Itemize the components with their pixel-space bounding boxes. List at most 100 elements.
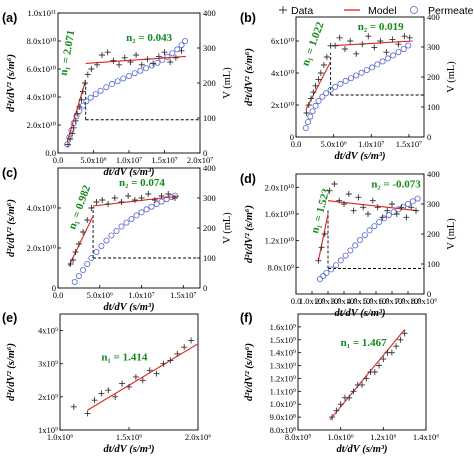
volume-point [332,262,339,269]
y-tick-label: 1.3x10⁹ [270,361,296,371]
model-line [330,40,413,47]
panel-label: (c) [2,166,17,180]
data-point [84,217,91,223]
data-point [112,393,119,400]
data-point [67,136,74,142]
data-point [341,46,348,52]
volume-point [371,223,378,230]
volume-point [123,219,130,226]
panels: (a) 0.0 5.0x10⁶ 1.0x10⁷ 1.5x10⁷ 2.0x10⁷ 0.0 2.0… [2,8,457,455]
volume-point [379,58,386,65]
data-point [105,387,112,394]
model-line [317,213,329,261]
volume-point [395,49,402,56]
data-point [151,197,158,203]
plot-frame [297,313,427,431]
data-point [312,82,319,89]
data-point [116,61,123,68]
volume-point [131,70,138,77]
x-tick-label: 1.0x10⁷ [116,155,142,165]
y-tick-label: 2x10¹⁰ [271,100,295,110]
data-point [69,130,76,137]
data-point [78,96,85,103]
y-tick-label: 1.0x10⁹ [270,399,296,409]
panel-c: (c) 0.0 5.0x10⁶ 1.0x10⁷ 1.5x10⁷ 0 2.0x10¹⁰ 4.0x… [2,163,233,313]
data-point [331,181,338,187]
y-axis-label: d²t/dV² (s/m⁶) [6,199,17,257]
x-tick-label: 5.0x10⁶ [320,139,346,149]
volume-point [182,38,189,45]
exponent-annotation: n₁ = 1.523 [309,187,333,235]
volume-point [400,46,407,53]
data-point [145,191,152,197]
x-tick-label: 1.4x10⁶ [413,432,439,442]
x-tick-label: 1.5x10⁷ [170,290,196,300]
data-point [104,49,111,56]
y-tick-label: 1.2x10¹⁰ [265,236,295,246]
volume-point [133,212,140,219]
volume-point [143,65,150,72]
y-tick-label: 4x10⁹ [38,326,58,336]
x-tick-label: 0.0 [53,155,64,165]
y2-tick-label: 300 [203,193,216,203]
y2-tick-label: 200 [427,72,440,82]
data-point [178,47,185,54]
volume-point [305,119,312,126]
x-tick-label: 0.0 [291,296,302,306]
data-point [88,66,95,72]
y-tick-label: 1.1x10⁹ [270,386,296,396]
y-tick-label: 4.0x10¹⁰ [27,92,57,102]
volume-point [75,272,82,279]
y-tick-label: 8.0x10⁹ [268,262,294,272]
data-point [72,249,79,255]
data-point [333,407,340,414]
x-tick-label: 1.0x10⁷ [128,290,154,300]
data-point [139,377,146,384]
volume-point [302,125,309,132]
x-tick-label: 1.2x10⁶ [370,432,396,442]
data-point [121,54,128,61]
data-point [76,103,83,110]
legend: Data Model Permeate volume (V) [279,5,474,17]
volume-point [327,86,334,93]
data-point [74,110,81,117]
data-point [67,261,74,267]
data-point [167,357,174,364]
y-tick-label: 1.4x10⁹ [270,348,296,358]
volume-point [79,102,86,109]
y-tick-label: 6.0x10¹⁰ [27,64,57,74]
data-point [359,41,366,48]
exponent-annotation: n₂ = 0.043 [126,32,172,44]
panel-label: (a) [2,11,17,25]
volume-point [92,91,99,98]
y-tick-label: 8.0x10¹⁰ [27,36,57,46]
x-axis-label: dt/dV (s/m³) [334,308,385,319]
data-point [345,191,352,197]
data-point [337,401,344,408]
panel-label: (d) [240,172,256,186]
model-line [327,200,418,212]
volume-point [158,198,165,205]
data-point [371,369,378,375]
model-line [93,195,180,207]
y-tick-label: 4x10¹⁰ [271,68,295,78]
data-point [401,330,408,337]
volume-point [328,266,335,273]
data-point [336,197,343,204]
data-point [93,199,100,205]
volume-point [316,275,323,282]
y2-tick-label: 100 [203,253,216,263]
x-tick-label: 0.0 [291,139,302,149]
x-tick-label: 1.5x10⁷ [151,155,177,165]
volume-point [114,78,121,85]
volume-point [395,206,402,213]
data-point [318,244,325,251]
data-point [72,117,79,124]
data-point [99,52,106,58]
volume-point [376,218,383,225]
data-point [155,53,162,60]
data-point [389,36,396,43]
data-point [401,33,408,40]
x-tick-label: 0.0 [53,290,64,300]
